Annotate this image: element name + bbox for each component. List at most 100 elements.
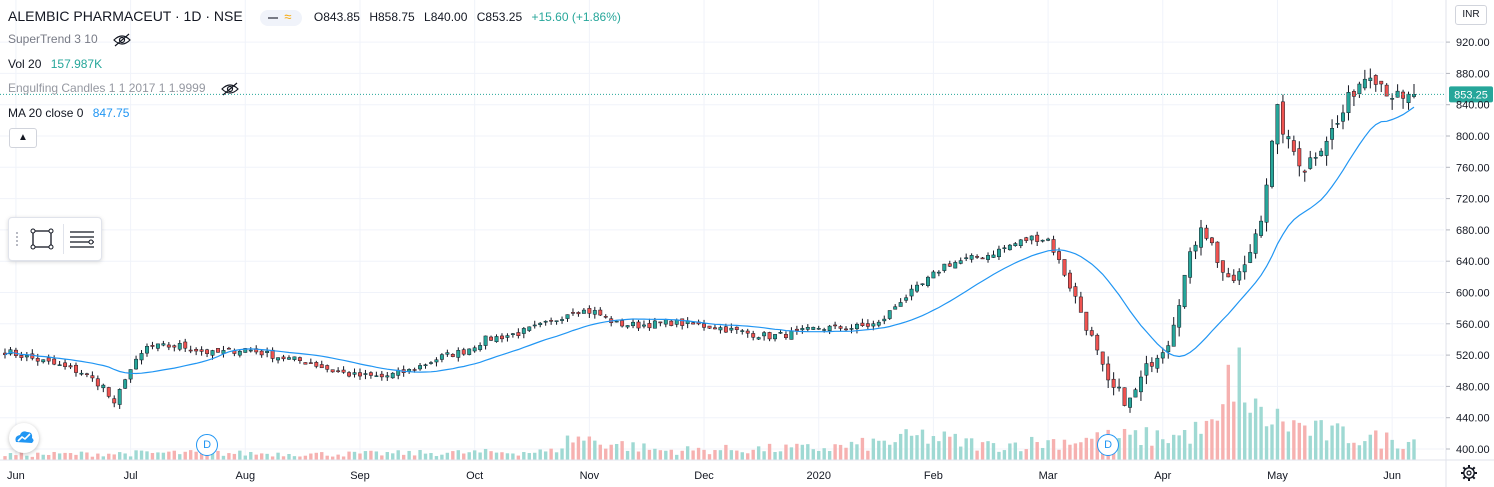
y-tick-label: 440.00 (1456, 413, 1490, 425)
volume-bar (1172, 434, 1176, 460)
candle-body (172, 345, 177, 348)
candle-body (19, 355, 24, 358)
rectangle-tool-icon[interactable] (27, 224, 57, 254)
volume-bar (1281, 421, 1285, 460)
candle-body (893, 306, 898, 310)
eye-hidden-icon[interactable] (220, 82, 239, 96)
volume-bar (1139, 444, 1143, 460)
candle-body (1133, 389, 1138, 398)
engulfing-legend[interactable]: Engulfing Candles 1 1 2017 1 1.9999 (8, 81, 239, 96)
ma-line (4, 106, 1415, 375)
volume-bar (898, 433, 903, 460)
volume-bar (505, 453, 510, 460)
volume-bar (554, 452, 559, 460)
candle-body (980, 257, 985, 260)
volume-bar (1390, 439, 1394, 460)
volume-bar (494, 452, 499, 460)
candle-body (527, 326, 532, 331)
candle-body (789, 330, 794, 340)
volume-bar (150, 452, 155, 460)
volume-bar (735, 450, 739, 460)
volume-bar (1363, 441, 1367, 460)
collapse-legend-button[interactable]: ▲ (9, 128, 37, 148)
dividend-marker[interactable]: D (1097, 434, 1120, 456)
candle-body (74, 364, 78, 373)
volume-bar (145, 451, 149, 460)
candle-body (407, 369, 412, 372)
dividend-marker[interactable]: D (196, 434, 219, 456)
tradingview-logo-button[interactable] (9, 423, 39, 453)
volume-bar (516, 455, 521, 460)
gear-icon[interactable] (1460, 464, 1478, 482)
volume-bar (1248, 412, 1252, 460)
candle-body (565, 314, 570, 319)
volume-bar (1395, 448, 1400, 460)
wave-icon: ≈ (284, 8, 292, 24)
volume-bar (1204, 420, 1209, 460)
candle-body (199, 349, 204, 352)
volume-bar (445, 452, 450, 460)
volume-bar (1319, 420, 1323, 460)
volume-bar (571, 442, 575, 460)
candle-body (975, 256, 980, 258)
drag-handle-icon[interactable] (15, 231, 19, 247)
volume-bar (844, 447, 848, 460)
candle-body (1215, 241, 1220, 263)
volume-bar (467, 452, 471, 460)
volume-bar (565, 435, 570, 460)
volume-bar (931, 436, 936, 460)
symbol-title[interactable]: ALEMBIC PHARMACEUT · 1D · NSE (8, 8, 243, 24)
volume-bar (167, 451, 171, 460)
volume-bar (685, 446, 690, 460)
candle-body (216, 348, 220, 353)
candle-body (1193, 244, 1198, 252)
candle-body (347, 372, 352, 377)
currency-button[interactable]: INR (1455, 5, 1487, 25)
volume-bar (604, 448, 608, 460)
candle-body (1182, 274, 1187, 308)
candle-body (734, 326, 739, 330)
candle-body (112, 398, 117, 404)
volume-bar (1226, 364, 1231, 460)
x-tick-label: Feb (924, 470, 943, 482)
volume-bar (1035, 442, 1039, 460)
candle-body (1122, 387, 1127, 406)
volume-bar (1166, 443, 1170, 460)
volume-bar (740, 452, 744, 460)
candle-body (702, 323, 706, 328)
candle-body (1029, 235, 1034, 241)
volume-legend[interactable]: Vol 20 157.987K (8, 57, 102, 71)
volume-bar (756, 446, 761, 460)
volume-bar (789, 447, 794, 460)
volume-bar (904, 429, 908, 460)
ma-legend[interactable]: MA 20 close 0 847.75 (8, 106, 129, 120)
volume-bar (877, 440, 881, 460)
x-tick-label: May (1267, 470, 1288, 482)
candle-body (674, 319, 679, 325)
candle-body (1078, 296, 1083, 313)
supertrend-legend[interactable]: SuperTrend 3 10 (8, 32, 131, 47)
y-tick-label: 760.00 (1456, 162, 1490, 174)
y-tick-label: 680.00 (1456, 225, 1490, 237)
candle-body (461, 349, 466, 355)
candle-body (1357, 83, 1362, 95)
symbol-options-pill[interactable]: ≈ (260, 8, 303, 26)
candle-body (1242, 264, 1247, 273)
volume-bar (538, 449, 542, 460)
candle-body (439, 354, 444, 360)
volume-bar (8, 453, 13, 460)
object-tree-icon[interactable] (67, 224, 97, 254)
candle-body (1401, 91, 1406, 99)
volume-bar (587, 436, 592, 460)
volume-bar (675, 454, 679, 460)
candle-body (1040, 239, 1045, 242)
candle-body (1373, 75, 1378, 85)
volume-bar (1182, 430, 1187, 460)
candle-body (24, 355, 29, 358)
candle-body (494, 336, 499, 343)
candle-body (117, 389, 122, 405)
eye-hidden-icon[interactable] (113, 33, 131, 47)
volume-bar (762, 451, 766, 460)
volume-bar (1221, 404, 1225, 460)
